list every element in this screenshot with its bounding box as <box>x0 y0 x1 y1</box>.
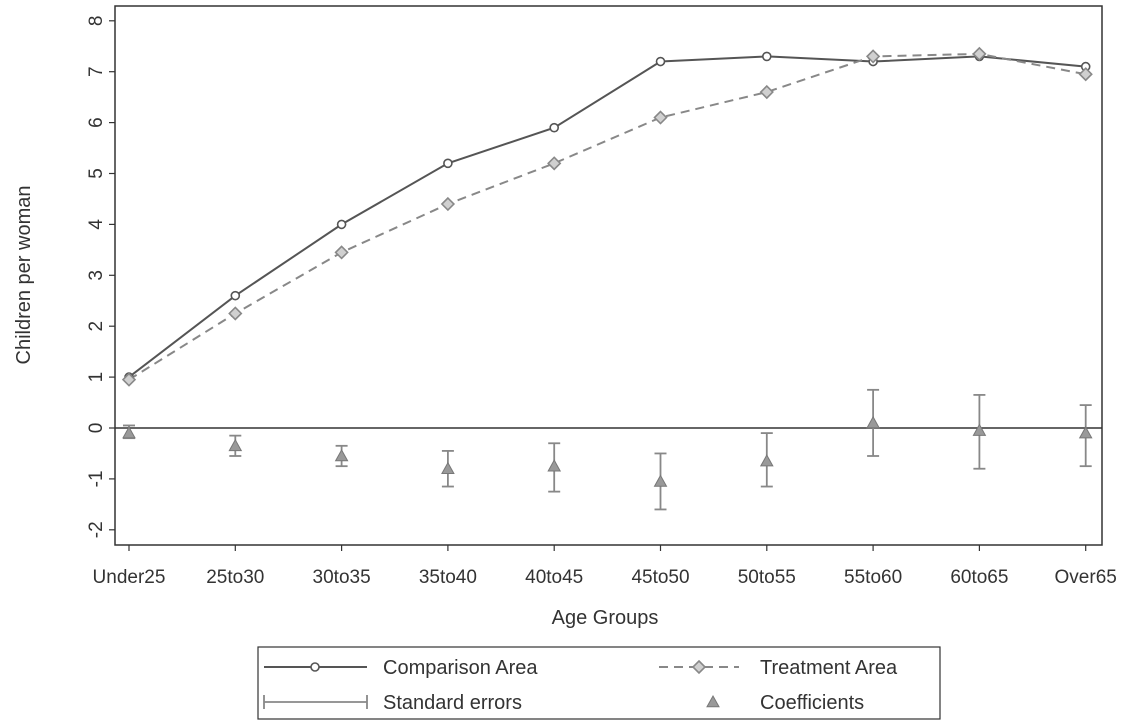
y-tick-label: 0 <box>86 423 107 434</box>
plot-area: -2 -1 0 1 2 3 4 5 6 7 8 Under25 25to30 30to35 35to40 40… <box>86 5 1117 588</box>
series-line-comparison-area <box>128 55 1086 378</box>
point-coefficient <box>228 438 243 452</box>
point-comparison-area <box>443 158 453 169</box>
x-tick-label: 30to35 <box>313 567 371 588</box>
point-treatment-area <box>547 156 562 171</box>
y-tick-label: 7 <box>86 66 107 77</box>
legend-marker-comparison-area <box>310 662 320 672</box>
y-tick-label: 1 <box>86 372 107 383</box>
y-tick-label: -2 <box>86 521 107 538</box>
x-tick-label: 60to65 <box>950 567 1008 588</box>
legend-marker-treatment-area <box>691 659 707 675</box>
legend-label: Standard errors <box>383 692 522 714</box>
point-treatment-area <box>334 245 349 260</box>
point-comparison-area <box>655 56 666 67</box>
legend: Comparison Area Treatment Area Standard er… <box>257 646 941 720</box>
x-tick-label: 45to50 <box>631 567 689 588</box>
x-tick-label: 55to60 <box>844 567 902 588</box>
x-tick-label: Over65 <box>1055 567 1117 588</box>
y-tick-label: 5 <box>86 168 107 179</box>
point-comparison-area <box>336 219 347 230</box>
y-tick-label: 4 <box>86 219 107 230</box>
point-coefficient <box>1078 426 1093 439</box>
point-coefficient <box>547 459 562 472</box>
point-treatment-area <box>972 46 987 62</box>
point-coefficient <box>972 423 987 436</box>
point-comparison-area <box>230 290 241 301</box>
x-tick-label: 50to55 <box>738 567 796 588</box>
x-tick-label: 40to45 <box>525 567 583 588</box>
point-coefficient <box>866 415 880 429</box>
point-coefficient <box>122 426 136 439</box>
y-axis-title: Children per woman <box>13 186 35 365</box>
y-tick-label: 6 <box>86 117 107 128</box>
point-treatment-area <box>653 110 668 125</box>
x-tick-label: 35to40 <box>419 567 477 588</box>
point-coefficient <box>653 474 668 487</box>
y-tick-label: 8 <box>86 16 107 27</box>
point-treatment-area <box>759 84 774 100</box>
y-tick-label: 3 <box>86 270 107 281</box>
point-coefficient <box>759 454 774 467</box>
legend-label: Coefficients <box>760 692 864 714</box>
series-line-treatment-area <box>128 52 1086 381</box>
point-treatment-area <box>865 49 881 64</box>
legend-marker-coefficients <box>706 694 720 708</box>
point-treatment-area <box>440 196 456 212</box>
point-treatment-area <box>121 372 137 387</box>
x-tick-label: Under25 <box>93 567 166 588</box>
point-treatment-area <box>1078 67 1093 82</box>
legend-label: Comparison Area <box>383 657 538 679</box>
y-tick-label: 2 <box>86 321 107 332</box>
legend-box <box>257 646 941 720</box>
point-coefficient <box>441 461 455 475</box>
legend-label: Treatment Area <box>760 657 898 679</box>
y-tick-label: -1 <box>86 470 107 487</box>
point-treatment-area <box>228 306 243 321</box>
plot-frame <box>114 5 1103 546</box>
point-coefficient <box>334 448 349 462</box>
point-comparison-area <box>761 51 772 62</box>
x-tick-label: 25to30 <box>206 567 264 588</box>
x-axis-title: Age Groups <box>552 607 659 629</box>
point-comparison-area <box>549 122 560 133</box>
